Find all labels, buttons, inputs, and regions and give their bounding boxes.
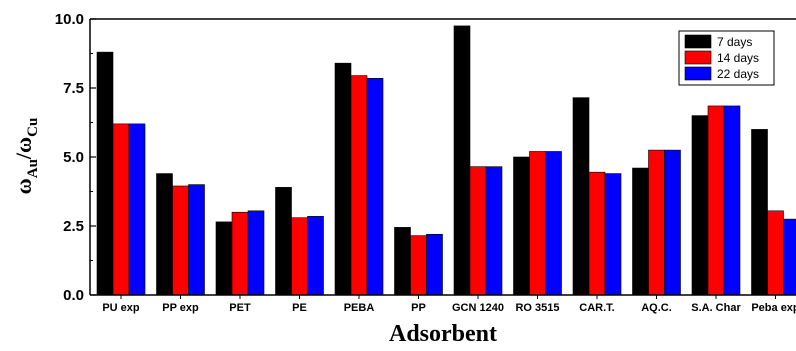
bar-14-days-pu-exp xyxy=(112,123,130,296)
bar-7-days-pp xyxy=(394,227,411,296)
y-tick-label: 7.5 xyxy=(63,80,84,97)
bar-22-days-pe xyxy=(307,216,324,296)
x-tick-label: GCN 1240 xyxy=(452,302,504,314)
bar-7-days-aq-c- xyxy=(632,167,649,296)
bar-7-days-car-t- xyxy=(572,97,590,296)
legend-swatch xyxy=(684,66,712,81)
bar-7-days-gcn-1240 xyxy=(453,25,471,296)
x-tick-label: Peba exp xyxy=(751,302,796,314)
bar-22-days-pu-exp xyxy=(128,123,146,296)
x-tick-label: S.A. Char xyxy=(691,302,741,314)
bar-22-days-peba-exp xyxy=(783,218,796,296)
y-tick-label: 2.5 xyxy=(63,218,84,235)
legend-label: 22 days xyxy=(717,67,759,81)
bar-22-days-ro-3515 xyxy=(545,151,562,296)
plot-area xyxy=(96,25,796,296)
x-axis-title: Adsorbent xyxy=(389,321,497,347)
bar-14-days-pp xyxy=(410,235,427,296)
x-tick-label: CAR.T. xyxy=(579,302,614,314)
x-tick-label: PEBA xyxy=(344,302,375,314)
bar-7-days-pu-exp xyxy=(96,51,114,296)
legend-label: 14 days xyxy=(717,51,759,65)
bar-7-days-pet xyxy=(215,221,233,296)
axes xyxy=(89,18,796,299)
bar-22-days-peba xyxy=(366,78,384,296)
bar-14-days-pp-exp xyxy=(172,185,189,296)
legend: 7 days 14 days 22 days xyxy=(678,30,775,86)
bar-22-days-pp xyxy=(426,233,443,296)
bar-7-days-peba-exp xyxy=(751,129,768,296)
bar-22-days-pet xyxy=(247,210,265,296)
bar-14-days-s-a-char xyxy=(707,105,725,296)
bar-22-days-s-a-char xyxy=(723,105,741,296)
bar-14-days-pet xyxy=(231,211,249,296)
y-tick-label: 0.0 xyxy=(63,287,84,304)
y-tick-label: 5.0 xyxy=(63,149,84,166)
bar-14-days-pe xyxy=(291,217,308,296)
x-tick-label: PE xyxy=(292,302,307,314)
x-tick-label: RO 3515 xyxy=(515,302,559,314)
legend-label: 7 days xyxy=(717,35,752,49)
bar-7-days-pe xyxy=(275,187,292,296)
x-tick-label: PP exp xyxy=(162,302,199,314)
x-tick-label: PP xyxy=(411,302,426,314)
bar-22-days-aq-c- xyxy=(664,149,681,296)
bar-7-days-ro-3515 xyxy=(513,156,530,296)
legend-swatch xyxy=(684,50,712,65)
bar-7-days-pp-exp xyxy=(156,173,173,296)
bar-14-days-car-t- xyxy=(588,171,606,296)
bar-22-days-gcn-1240 xyxy=(485,166,503,296)
bar-22-days-pp-exp xyxy=(188,184,205,296)
x-tick-label: PET xyxy=(229,302,251,314)
y-axis-title: ωAu/ωCu xyxy=(11,118,41,195)
bar-14-days-peba xyxy=(350,75,368,296)
x-tick-label: PU exp xyxy=(102,302,140,314)
x-tick-label: AQ.C. xyxy=(641,302,672,314)
bar-22-days-car-t- xyxy=(604,173,622,296)
bar-7-days-peba xyxy=(334,62,352,296)
axis-labels: PU exp PP exp PET PE PEBA PP GCN 1240 RO 3515 CA… xyxy=(55,11,796,314)
bar-14-days-ro-3515 xyxy=(529,151,546,296)
legend-swatch xyxy=(684,34,712,49)
bar-7-days-s-a-char xyxy=(691,115,709,296)
bar-14-days-aq-c- xyxy=(648,149,665,296)
y-tick-label: 10.0 xyxy=(55,11,84,28)
bar-14-days-peba-exp xyxy=(767,210,784,296)
bar-14-days-gcn-1240 xyxy=(469,166,487,296)
